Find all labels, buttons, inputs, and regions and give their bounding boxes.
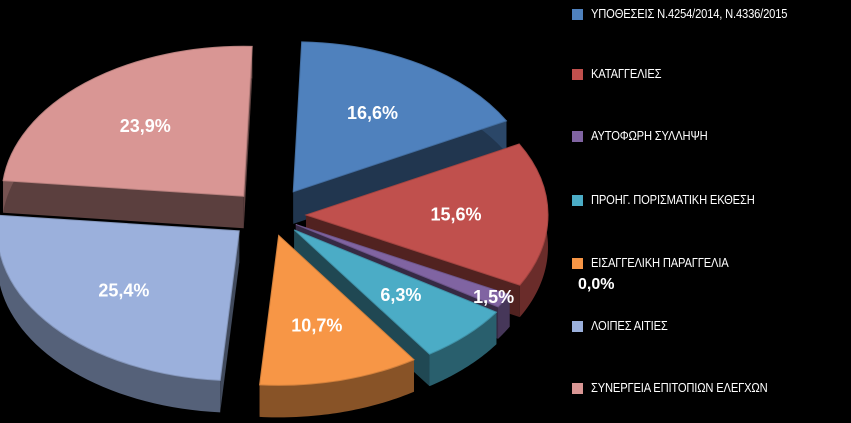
- slice-rim-3: [429, 312, 497, 387]
- legend-item-5: ΛΟΙΠΕΣ ΑΙΤΙΕΣ: [572, 316, 851, 336]
- slice-5: [0, 214, 240, 381]
- slice-rim-2: [498, 294, 510, 339]
- slice-label-1: 15,6%: [431, 205, 482, 225]
- slice-label-6: 23,9%: [120, 116, 171, 136]
- slice-label-0: 16,6%: [347, 103, 398, 123]
- slice-label-5: 25,4%: [98, 280, 149, 300]
- legend-swatch-1: [572, 69, 583, 80]
- legend-item-4: ΕΙΣΑΓΓΕΛΙΚΗ ΠΑΡΑΓΓΕΛΙΑ: [572, 253, 851, 273]
- legend-swatch-5: [572, 321, 583, 332]
- legend-label-5: ΛΟΙΠΕΣ ΑΙΤΙΕΣ: [591, 318, 668, 333]
- slice-label-4: 10,7%: [291, 315, 342, 335]
- legend-item-2: ΑΥΤΟΦΩΡΗ ΣΥΛΛΗΨΗ: [572, 126, 851, 146]
- exploded-3d-pie-chart: 16,6% 15,6% 1,5% 6,3% 10,7% 25,4% 23,9%: [0, 41, 549, 418]
- legend-item-1: ΚΑΤΑΓΓΕΛΙΕΣ: [572, 64, 851, 84]
- slice-rim-4: [259, 359, 414, 418]
- slice-label-3: 6,3%: [380, 285, 421, 305]
- legend-label-0: ΥΠΟΘΕΣΕΙΣ Ν.4254/2014, Ν.4336/2015: [591, 6, 788, 21]
- legend-swatch-6: [572, 383, 583, 394]
- legend-swatch-3: [572, 195, 583, 206]
- zero-value-label: 0,0%: [578, 276, 615, 293]
- slice-6: [2, 45, 253, 197]
- slice-wall-0-1: [293, 120, 507, 224]
- legend-swatch-2: [572, 131, 583, 142]
- slice-3: [293, 229, 498, 355]
- slice-label-2: 1,5%: [473, 287, 514, 307]
- legend-label-2: ΑΥΤΟΦΩΡΗ ΣΥΛΛΗΨΗ: [591, 128, 708, 143]
- legend-item-6: ΣΥΝΕΡΓΕΙΑ ΕΠΙΤΟΠΙΩΝ ΕΛΕΓΧΩΝ: [572, 378, 851, 398]
- legend-label-4: ΕΙΣΑΓΓΕΛΙΚΗ ΠΑΡΑΓΓΕΛΙΑ: [591, 255, 729, 270]
- legend-label-3: ΠΡΟΗΓ. ΠΟΡΙΣΜΑΤΙΚΗ ΕΚΘΕΣΗ: [591, 192, 755, 207]
- slice-2: [295, 223, 511, 308]
- legend: ΥΠΟΘΕΣΕΙΣ Ν.4254/2014, Ν.4336/2015 ΚΑΤΑΓ…: [572, 0, 851, 423]
- slice-4: [259, 234, 415, 386]
- legend-swatch-0: [572, 9, 583, 20]
- slice-rim-5: [0, 253, 221, 413]
- legend-item-3: ΠΡΟΗΓ. ΠΟΡΙΣΜΑΤΙΚΗ ΕΚΘΕΣΗ: [572, 190, 851, 210]
- legend-label-6: ΣΥΝΕΡΓΕΙΑ ΕΠΙΤΟΠΙΩΝ ΕΛΕΓΧΩΝ: [591, 380, 768, 395]
- slice-0: [292, 41, 508, 193]
- slice-wall-5-0: [220, 230, 240, 413]
- slice-1: [304, 143, 549, 286]
- legend-swatch-4: [572, 258, 583, 269]
- legend-label-1: ΚΑΤΑΓΓΕΛΙΕΣ: [591, 66, 662, 81]
- legend-item-0: ΥΠΟΘΕΣΕΙΣ Ν.4254/2014, Ν.4336/2015: [572, 4, 851, 24]
